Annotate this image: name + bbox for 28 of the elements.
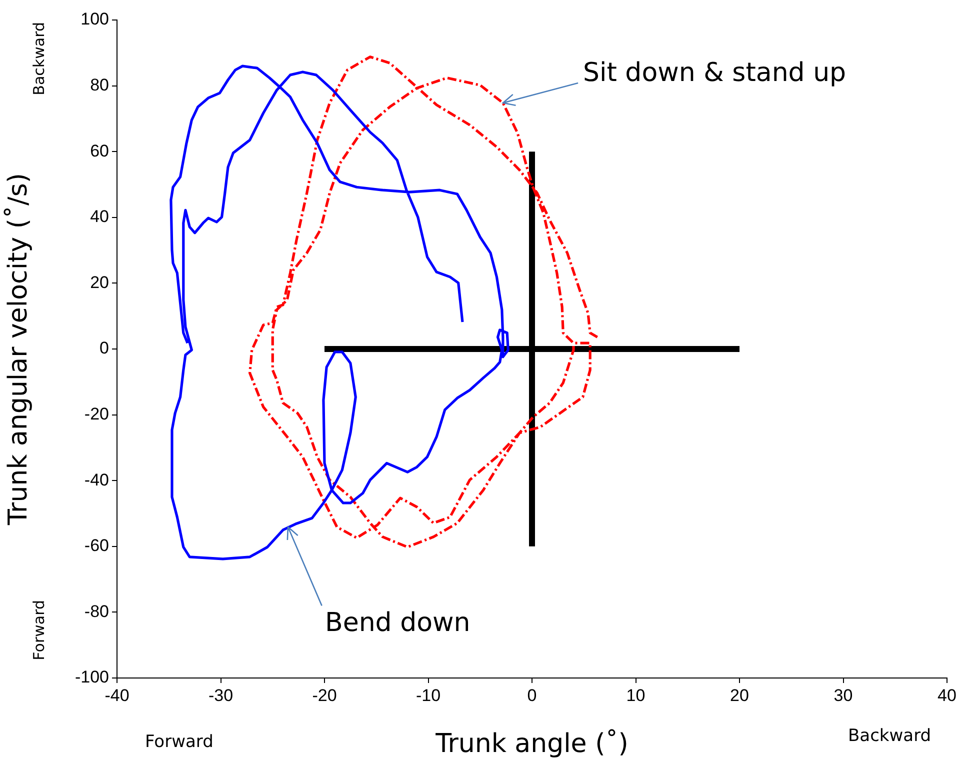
x-axis-title: Trunk angle (˚): [434, 729, 628, 760]
y-tick-label: -60: [84, 536, 109, 556]
y-tick-label: 40: [90, 207, 109, 226]
annotation: Bend down: [325, 608, 470, 638]
y-tick-label: -20: [84, 404, 109, 424]
y-tick-label: 100: [80, 10, 109, 29]
y-tick-label: -40: [84, 470, 109, 490]
x-tick-label: 30: [834, 686, 853, 705]
x-tick-label: -30: [208, 686, 234, 705]
x-tick-label: 10: [626, 686, 646, 705]
x-tick-label: 40: [938, 686, 956, 705]
x-tick-label: 0: [527, 686, 537, 705]
text: Backward: [848, 726, 932, 746]
annotation: Sit down & stand up: [583, 58, 846, 88]
x-tick-label: 20: [730, 686, 749, 705]
y-tick-label: -100: [74, 668, 109, 687]
text: Backward: [30, 22, 48, 96]
y-tick-label: 80: [90, 75, 109, 94]
text: Forward: [145, 732, 214, 752]
y-tick-label: 60: [90, 141, 109, 160]
x-tick-label: -40: [104, 686, 130, 705]
y-tick-label: 20: [90, 272, 109, 292]
text: Forward: [30, 600, 48, 660]
y-tick-label: 0: [100, 338, 109, 358]
y-tick-label: -80: [84, 602, 109, 621]
x-tick-label: -20: [312, 686, 337, 705]
y-axis-title: Trunk angular velocity (˚/s): [3, 172, 34, 526]
x-tick-label: -10: [416, 686, 441, 705]
